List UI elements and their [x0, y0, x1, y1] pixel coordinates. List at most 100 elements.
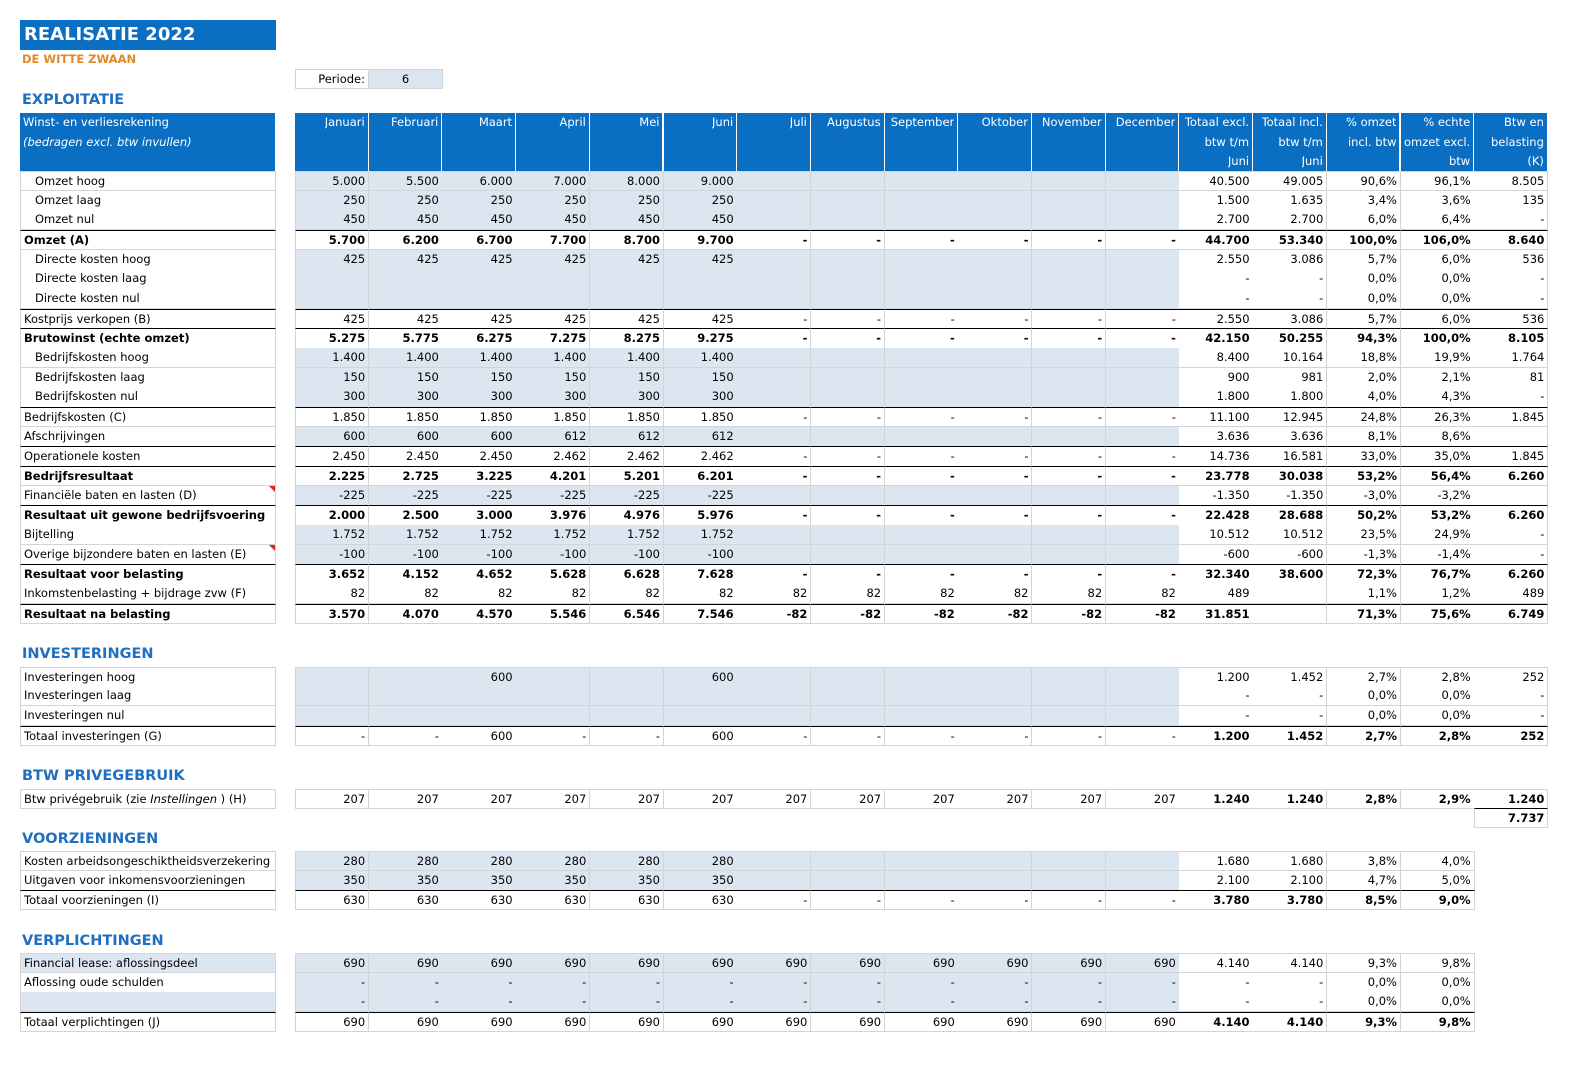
cell[interactable]: -	[1105, 972, 1180, 993]
cell[interactable]	[737, 171, 812, 192]
cell[interactable]: -225	[295, 485, 370, 506]
cell[interactable]	[1105, 686, 1180, 707]
cell[interactable]	[1032, 348, 1107, 369]
cell[interactable]: 250	[516, 190, 591, 211]
cell[interactable]: -	[589, 972, 664, 993]
cell[interactable]	[1032, 525, 1107, 546]
cell[interactable]: 150	[442, 367, 517, 388]
cell[interactable]	[810, 289, 886, 310]
cell[interactable]: 600	[368, 426, 443, 447]
cell[interactable]	[1105, 348, 1180, 369]
cell[interactable]	[663, 686, 738, 707]
cell[interactable]: 150	[589, 367, 664, 388]
cell[interactable]: 250	[368, 190, 443, 211]
cell[interactable]: 350	[589, 870, 664, 891]
cell[interactable]: 450	[589, 210, 664, 231]
cell[interactable]	[810, 210, 886, 231]
cell[interactable]: 1.400	[295, 348, 370, 369]
cell[interactable]	[1032, 705, 1107, 726]
cell[interactable]: 450	[368, 210, 443, 231]
cell[interactable]	[1105, 666, 1180, 687]
cell[interactable]	[810, 190, 886, 211]
cell[interactable]: 150	[368, 367, 443, 388]
cell[interactable]	[810, 851, 886, 872]
cell[interactable]: -	[958, 972, 1033, 993]
cell[interactable]: 690	[295, 953, 370, 974]
cell[interactable]	[589, 705, 664, 726]
cell[interactable]: 690	[442, 953, 517, 974]
cell[interactable]	[1105, 171, 1180, 192]
cell[interactable]: 690	[958, 953, 1033, 974]
cell[interactable]	[884, 289, 959, 310]
cell[interactable]	[737, 387, 812, 408]
cell[interactable]	[958, 190, 1033, 211]
cell[interactable]	[516, 705, 591, 726]
cell[interactable]	[810, 705, 886, 726]
cell[interactable]	[737, 289, 812, 310]
cell[interactable]	[442, 269, 517, 290]
cell[interactable]	[884, 367, 959, 388]
cell[interactable]	[884, 269, 959, 290]
cell[interactable]: -	[1105, 992, 1180, 1013]
cell[interactable]	[737, 870, 812, 891]
cell[interactable]	[295, 289, 370, 310]
cell[interactable]: 690	[589, 953, 664, 974]
cell[interactable]	[737, 525, 812, 546]
cell[interactable]	[442, 289, 517, 310]
cell[interactable]	[589, 666, 664, 687]
cell[interactable]	[1032, 171, 1107, 192]
cell[interactable]	[810, 666, 886, 687]
cell[interactable]	[1105, 249, 1180, 270]
cell[interactable]: 350	[295, 870, 370, 891]
cell[interactable]	[810, 249, 886, 270]
cell[interactable]: -	[295, 992, 370, 1013]
cell[interactable]	[589, 686, 664, 707]
cell[interactable]	[958, 705, 1033, 726]
cell[interactable]	[737, 426, 812, 447]
cell[interactable]	[737, 544, 812, 565]
cell[interactable]	[810, 544, 886, 565]
cell[interactable]	[958, 387, 1033, 408]
cell[interactable]: -	[884, 972, 959, 993]
cell[interactable]: 280	[295, 851, 370, 872]
cell[interactable]: -	[737, 972, 812, 993]
cell[interactable]: 250	[663, 190, 738, 211]
cell[interactable]	[663, 289, 738, 310]
cell[interactable]	[1105, 426, 1180, 447]
cell[interactable]: 450	[295, 210, 370, 231]
cell[interactable]: -100	[295, 544, 370, 565]
cell[interactable]	[810, 348, 886, 369]
cell[interactable]: -100	[663, 544, 738, 565]
cell[interactable]: 300	[516, 387, 591, 408]
cell[interactable]: 1.400	[442, 348, 517, 369]
cell[interactable]	[1105, 851, 1180, 872]
cell[interactable]: 250	[589, 190, 664, 211]
cell[interactable]	[810, 426, 886, 447]
cell[interactable]	[884, 851, 959, 872]
cell[interactable]: 280	[368, 851, 443, 872]
cell[interactable]: 5.000	[295, 171, 370, 192]
cell[interactable]	[958, 870, 1033, 891]
cell[interactable]: 300	[442, 387, 517, 408]
cell[interactable]: -225	[442, 485, 517, 506]
cell[interactable]	[1032, 426, 1107, 447]
cell[interactable]	[663, 705, 738, 726]
cell[interactable]: 300	[368, 387, 443, 408]
cell[interactable]: -	[810, 972, 886, 993]
cell[interactable]	[663, 269, 738, 290]
cell[interactable]	[1032, 387, 1107, 408]
cell[interactable]: -225	[368, 485, 443, 506]
cell[interactable]: 1.752	[368, 525, 443, 546]
cell[interactable]	[1032, 544, 1107, 565]
cell[interactable]	[1105, 544, 1180, 565]
label-part[interactable]: Instellingen	[150, 791, 218, 806]
cell[interactable]: 425	[663, 249, 738, 270]
cell[interactable]: 612	[589, 426, 664, 447]
cell[interactable]: 690	[663, 953, 738, 974]
cell[interactable]: 690	[368, 953, 443, 974]
cell[interactable]: 600	[442, 426, 517, 447]
cell[interactable]: -	[589, 992, 664, 1013]
cell[interactable]	[737, 686, 812, 707]
cell[interactable]	[884, 210, 959, 231]
cell[interactable]	[958, 544, 1033, 565]
